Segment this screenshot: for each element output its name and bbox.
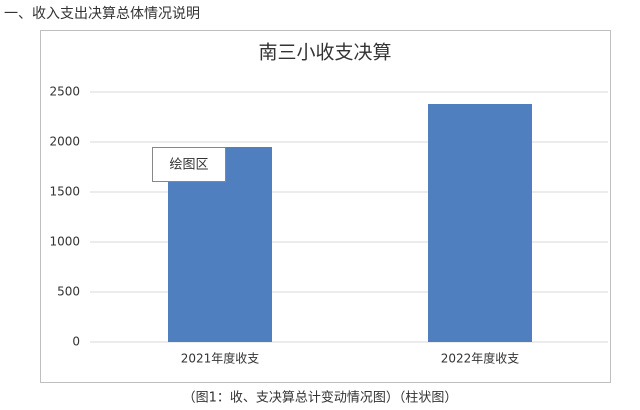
- y-tick-label: 2000: [49, 135, 80, 149]
- tooltip-box: [152, 147, 226, 182]
- chart-title: 南三小收支决算: [258, 42, 391, 64]
- bar: [428, 104, 532, 342]
- tooltip-text: 绘图区: [169, 158, 208, 173]
- y-tick-label: 500: [57, 285, 80, 299]
- heading: 一、收入支出决算总体情况说明: [4, 6, 200, 22]
- tooltip: 绘图区: [152, 147, 226, 182]
- y-tick-label: 2500: [49, 85, 80, 99]
- x-tick-label: 2021年度收支: [181, 351, 260, 366]
- x-tick-label: 2022年度收支: [441, 351, 520, 366]
- y-tick-label: 0: [72, 335, 80, 349]
- caption: （图1：收、支决算总计变动情况图）（柱状图）: [183, 390, 458, 406]
- y-tick-label: 1000: [49, 235, 80, 249]
- y-tick-label: 1500: [49, 185, 80, 199]
